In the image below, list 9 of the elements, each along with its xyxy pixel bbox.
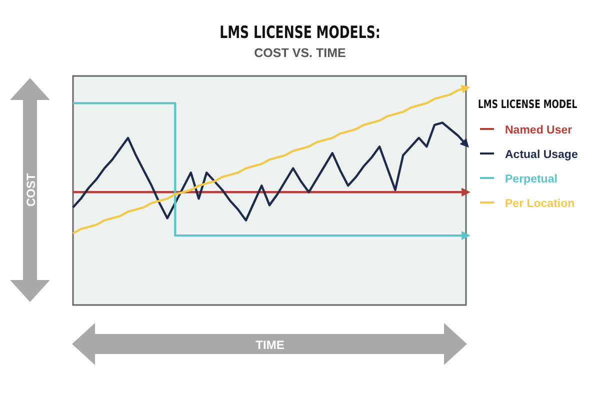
legend-label: Perpetual <box>505 174 558 186</box>
chart-subtitle: COST VS. TIME <box>254 46 346 60</box>
legend-label: Named User <box>505 124 573 136</box>
legend-title: LMS LICENSE MODEL <box>478 98 578 112</box>
y-axis-title: COST <box>24 172 38 207</box>
legend-label: Actual Usage <box>505 149 578 161</box>
chart-title: LMS LICENSE MODELS: <box>220 22 380 42</box>
legend-label: Per Location <box>505 198 575 210</box>
x-axis-title: TIME <box>256 338 284 352</box>
